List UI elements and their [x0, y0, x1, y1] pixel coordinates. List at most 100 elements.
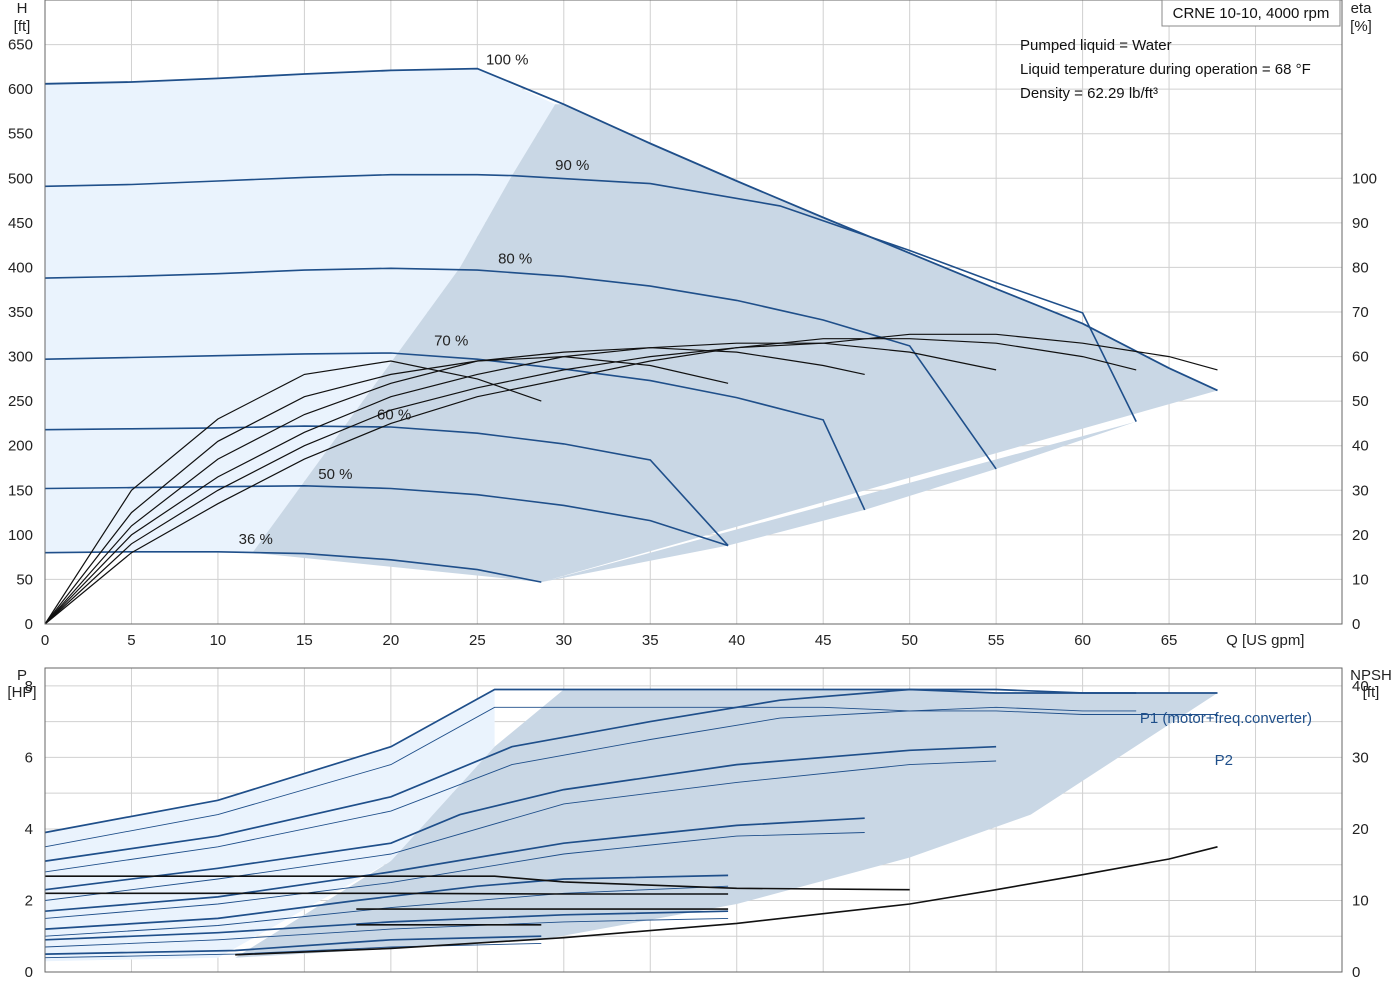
head-curve	[44, 267, 997, 470]
y2-tick-label: 20	[1352, 821, 1369, 838]
y-tick-labels-power: 0 2 4 6 8	[25, 678, 33, 981]
efficiency-curve	[44, 347, 865, 625]
y-tick-label: 6	[25, 749, 33, 766]
y-tick-label: 200	[8, 438, 33, 455]
npsh-curve	[45, 875, 910, 891]
y-tick-label: 500	[8, 170, 33, 187]
x-tick-label: 40	[728, 632, 745, 649]
head-curves	[44, 67, 1218, 583]
head-curve-label: 36 %	[239, 531, 273, 548]
p2-series-label: P2	[1215, 752, 1233, 769]
y2-tick-label: 10	[1352, 892, 1369, 909]
efficiency-curve	[44, 333, 1218, 625]
y2-tick-label: 90	[1352, 215, 1369, 232]
y2-axis-unit: [ft]	[1363, 684, 1380, 701]
p1-curve	[44, 688, 1137, 862]
y-tick-label: 8	[25, 678, 33, 695]
npsh-curve	[45, 892, 729, 895]
x-tick-label: 20	[383, 632, 400, 649]
x-tick-label: 25	[469, 632, 486, 649]
y2-axis-label: eta	[1351, 0, 1373, 17]
y-axis-label: P	[17, 667, 27, 684]
head-curve-label: 70 %	[434, 332, 468, 349]
y2-tick-label: 100	[1352, 170, 1377, 187]
p2-curve	[44, 760, 997, 901]
head-curve	[44, 425, 729, 547]
x-tick-label: 65	[1161, 632, 1178, 649]
y-tick-label: 450	[8, 215, 33, 232]
head-curve-label: 90 %	[555, 157, 589, 174]
head-curve	[44, 551, 542, 583]
y-tick-label: 650	[8, 37, 33, 54]
head-curve	[44, 484, 729, 547]
p2-curve	[44, 885, 729, 937]
x-axis-label: Q [US gpm]	[1226, 632, 1304, 649]
y-tick-label: 150	[8, 482, 33, 499]
p1-curve	[44, 935, 542, 955]
info-line: Liquid temperature during operation = 68…	[1020, 61, 1311, 78]
y-tick-label: 400	[8, 259, 33, 276]
efficiency-curves	[44, 333, 1218, 625]
y-tick-label: 250	[8, 393, 33, 410]
y2-axis-label: NPSH	[1350, 667, 1392, 684]
y-tick-label: 350	[8, 304, 33, 321]
head-curve	[44, 67, 1218, 392]
head-curve	[44, 352, 866, 511]
y2-tick-label: 70	[1352, 304, 1369, 321]
bottom-plot-frame	[44, 667, 1343, 973]
x-tick-label: 30	[555, 632, 572, 649]
y2-tick-labels-eta: 0 10 20 30 40 50 60 70 80 90 100	[1352, 170, 1377, 633]
p2-curve	[44, 942, 542, 959]
efficiency-curve	[44, 338, 1137, 625]
y-tick-label: 100	[8, 527, 33, 544]
x-tick-label: 55	[988, 632, 1005, 649]
y2-tick-label: 40	[1352, 438, 1369, 455]
efficiency-curve	[44, 342, 997, 625]
p2-curve	[44, 832, 865, 919]
npsh-curve	[235, 846, 1218, 956]
x-tick-label: 0	[41, 632, 49, 649]
y-tick-label: 2	[25, 892, 33, 909]
y2-axis-unit: [%]	[1350, 18, 1372, 35]
x-tick-label: 5	[127, 632, 135, 649]
x-tick-label: 10	[210, 632, 227, 649]
y-tick-label: 550	[8, 126, 33, 143]
x-tick-label: 45	[815, 632, 832, 649]
head-curve-label: 80 %	[498, 250, 532, 267]
y2-tick-label: 20	[1352, 527, 1369, 544]
title-box-text: CRNE 10-10, 4000 rpm	[1173, 5, 1330, 22]
x-tick-label: 15	[296, 632, 313, 649]
x-tick-label: 50	[901, 632, 918, 649]
y-tick-label: 50	[16, 571, 33, 588]
y2-tick-label: 50	[1352, 393, 1369, 410]
efficiency-curve	[44, 360, 542, 625]
y2-tick-label: 0	[1352, 964, 1360, 981]
y-axis-unit: [ft]	[14, 18, 31, 35]
p1-curve	[44, 817, 865, 913]
head-curve-label: 100 %	[486, 52, 529, 69]
y2-tick-label: 40	[1352, 678, 1369, 695]
y-tick-label: 600	[8, 81, 33, 98]
y2-tick-label: 0	[1352, 616, 1360, 633]
power-curves	[44, 688, 1218, 959]
head-curve-label: 50 %	[318, 466, 352, 483]
y2-tick-label: 10	[1352, 571, 1369, 588]
p2-curve	[44, 706, 1218, 848]
p1-series-label: P1 (motor+freq.converter)	[1140, 710, 1312, 727]
y-tick-label: 300	[8, 349, 33, 366]
x-tick-label: 60	[1074, 632, 1091, 649]
light-region-top	[45, 68, 556, 553]
y-axis-label: H	[17, 0, 28, 17]
x-tick-label: 35	[642, 632, 659, 649]
y-axis-unit: [HP]	[7, 684, 36, 701]
y2-tick-label: 80	[1352, 259, 1369, 276]
y2-tick-label: 30	[1352, 482, 1369, 499]
p1-curve	[44, 910, 729, 941]
p1-curve	[44, 745, 997, 891]
y2-tick-label: 30	[1352, 749, 1369, 766]
y2-tick-labels-npsh: 0 10 20 30 40	[1352, 678, 1369, 981]
top-plot-frame	[44, 0, 1343, 625]
y-tick-label: 4	[25, 821, 33, 838]
p2-curve	[44, 917, 729, 948]
